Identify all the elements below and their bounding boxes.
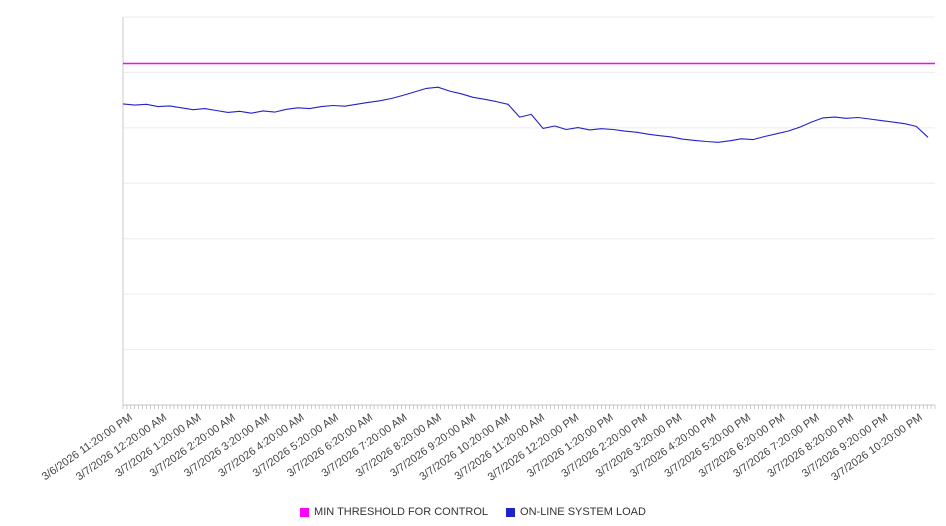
legend-swatch-load	[506, 507, 516, 517]
legend-label-threshold: MIN THRESHOLD FOR CONTROL	[314, 506, 489, 518]
legend-item-threshold[interactable]: MIN THRESHOLD FOR CONTROL	[300, 506, 488, 518]
chart-legend: MIN THRESHOLD FOR CONTROL ON-LINE SYSTEM…	[0, 506, 946, 518]
legend-label-load: ON-LINE SYSTEM LOAD	[520, 506, 646, 518]
legend-item-load[interactable]: ON-LINE SYSTEM LOAD	[506, 506, 646, 518]
legend-swatch-threshold	[300, 507, 310, 517]
